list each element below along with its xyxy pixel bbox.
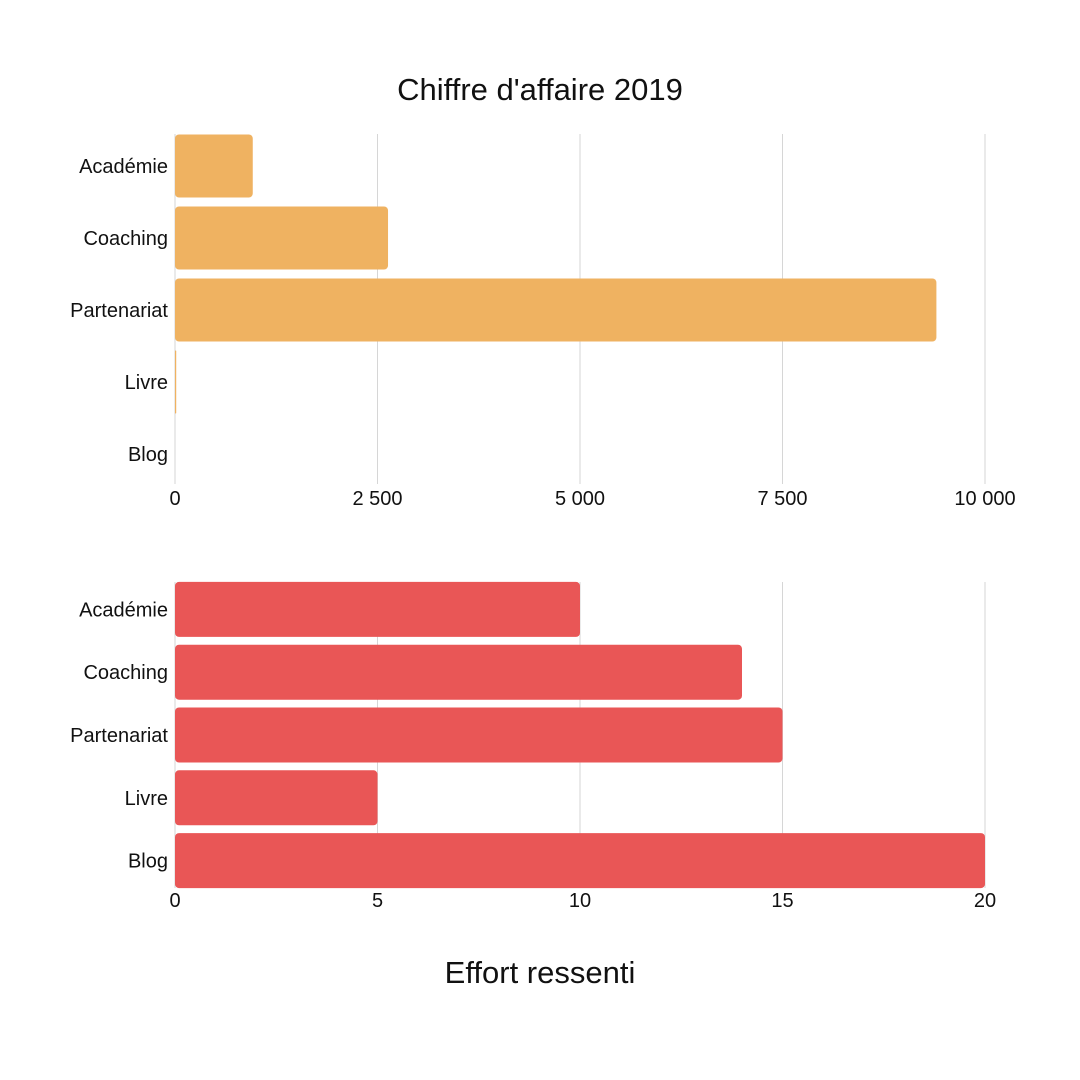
category-label: Partenariat <box>70 725 168 747</box>
bar-coaching <box>175 644 742 700</box>
category-label: Blog <box>128 851 168 873</box>
chart-title-revenue: Chiffre d'affaire 2019 <box>397 72 683 107</box>
bar-acadmie <box>175 134 253 198</box>
x-tick-label: 10 <box>569 890 591 912</box>
x-tick-label: 5 000 <box>555 488 605 510</box>
bar-coaching <box>175 206 389 270</box>
bar-blog <box>175 833 985 889</box>
category-label: Livre <box>125 372 168 394</box>
x-tick-label: 7 500 <box>757 488 807 510</box>
bar-livre <box>175 770 378 826</box>
bar-partenariat <box>175 278 937 342</box>
x-tick-label: 15 <box>771 890 793 912</box>
bar-livre <box>175 350 177 414</box>
x-tick-label: 2 500 <box>352 488 402 510</box>
category-label: Blog <box>128 444 168 466</box>
effort-chart: 0 5 10 15 20 Académie Coaching Partenariat Livre… <box>70 581 996 912</box>
category-label: Partenariat <box>70 300 168 322</box>
x-tick-label: 5 <box>372 890 383 912</box>
x-tick-label: 20 <box>974 890 996 912</box>
category-label: Coaching <box>83 228 168 250</box>
chart-title-effort: Effort ressenti <box>445 955 636 990</box>
bar-partenariat <box>175 707 783 763</box>
x-tick-label: 0 <box>169 488 180 510</box>
category-label: Coaching <box>83 662 168 684</box>
category-label: Livre <box>125 788 168 810</box>
bar-acadmie <box>175 581 580 637</box>
category-label: Académie <box>79 599 168 621</box>
x-tick-label: 10 000 <box>954 488 1015 510</box>
x-tick-label: 0 <box>169 890 180 912</box>
revenue-chart: 0 2 500 5 000 7 500 10 000 Académie Coaching Pa… <box>70 134 1016 510</box>
category-label: Académie <box>79 156 168 178</box>
